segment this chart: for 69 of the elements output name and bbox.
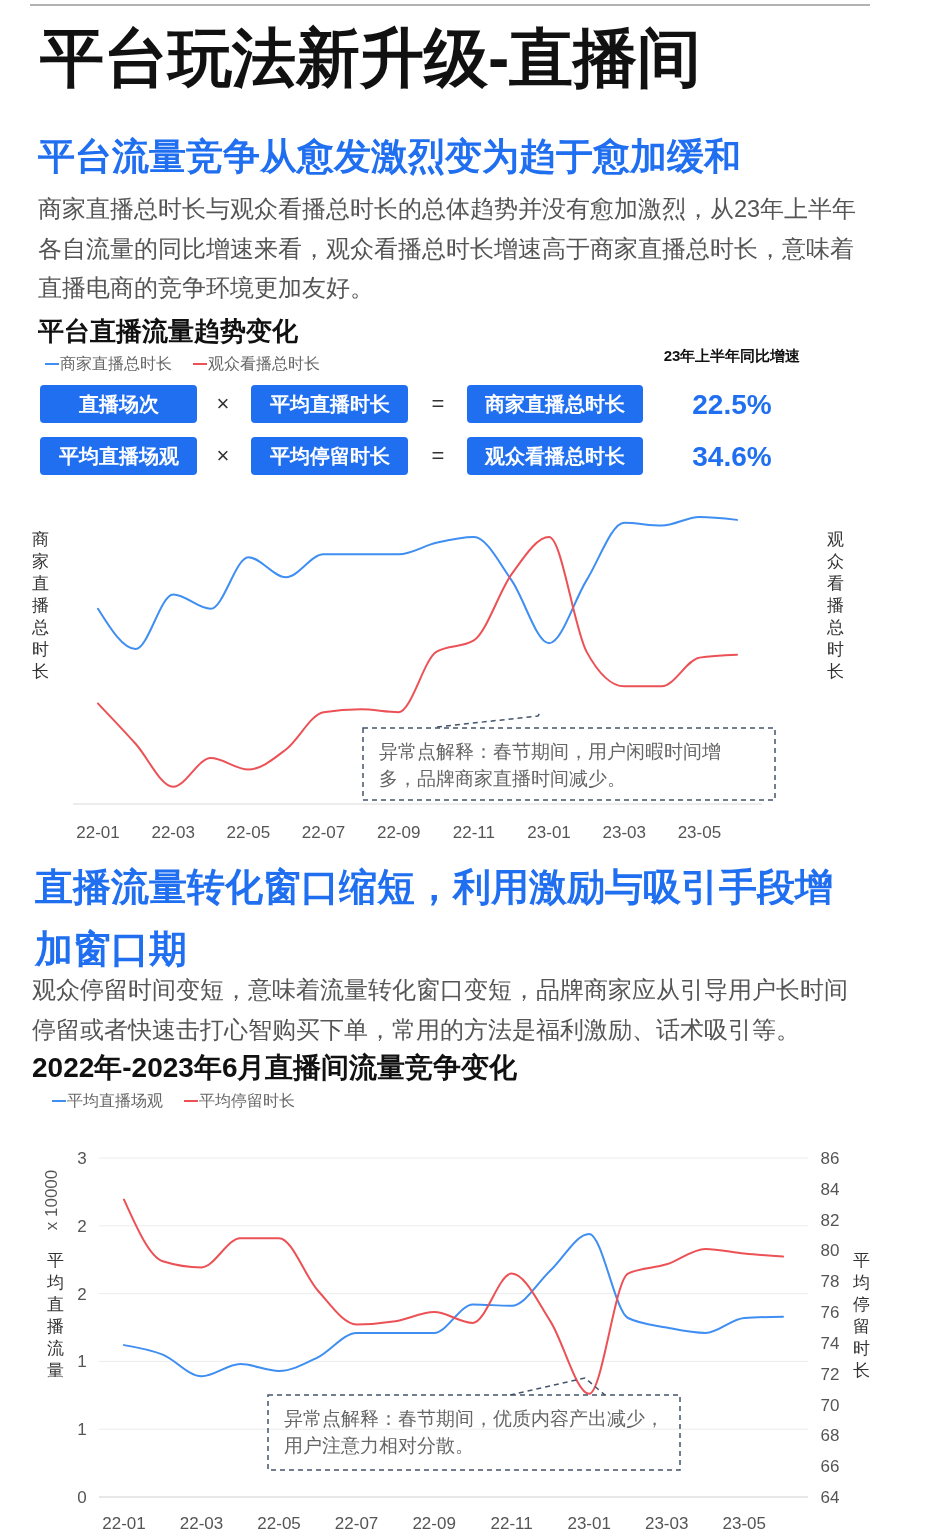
x-tick-label: 23-05 [722, 1514, 766, 1533]
text: 34.6% [692, 441, 772, 472]
text: 商家直播总时长与观众看播总时长的总体趋势并没有愈加激烈，从23年上半年各自流量的同比增速来看，观众看播总时长增速高于商家直播总时长，意味着直播电商的竞争环境更加友好。 [38, 196, 857, 301]
text: 直播场次 [77, 393, 160, 415]
legend-label: 商家直播总时长 [60, 355, 172, 372]
text: = [431, 443, 445, 468]
y2-axis-title: 平均停留时长 [851, 1251, 870, 1380]
text: 平均停留时长 [268, 445, 391, 467]
text: 直播流量转化窗口缩短，利用激励与吸引手段增加窗口期 [34, 866, 833, 970]
y2-tick-label: 82 [820, 1210, 840, 1230]
text: 22.5% [692, 389, 772, 420]
x-tick-label: 22-11 [452, 823, 495, 842]
annotation: 异常点解释：春节期间，用户闲暇时间增多，品牌商家直播时间减少。 [379, 741, 721, 789]
y-tick-label: 1 [77, 1420, 87, 1440]
x-tick-label: 22-01 [76, 823, 120, 842]
line-series [123, 1198, 784, 1395]
line-series [123, 1232, 784, 1378]
x-tick-label: 23-01 [527, 823, 571, 842]
x-tick-label: 23-05 [677, 823, 722, 842]
y2-tick-label: 68 [820, 1426, 840, 1446]
y2-tick-label: 64 [820, 1488, 840, 1507]
annotation: 异常点解释：春节期间，优质内容产出减少，用户注意力相对分散。 [284, 1408, 664, 1456]
x-tick-label: 22-11 [490, 1514, 533, 1533]
text: 商家直播总时长 [484, 393, 626, 415]
x-tick-label: 22-01 [102, 1514, 146, 1533]
legend-label: 平均停留时长 [199, 1092, 295, 1109]
x-tick-label: 23-03 [644, 1514, 689, 1533]
text: = [431, 391, 445, 416]
y-tick-label: 2 [77, 1284, 87, 1304]
x-tick-label: 22-03 [151, 823, 195, 842]
x-tick-label: 22-09 [412, 1514, 456, 1533]
y-tick-label: 1 [77, 1352, 87, 1372]
x-tick-label: 22-05 [257, 1514, 301, 1533]
legend-label: 平均直播场观 [67, 1092, 163, 1109]
y2-tick-label: 78 [820, 1272, 840, 1292]
x-tick-label: 22-07 [301, 823, 346, 842]
chart-title: 平台直播流量趋势变化 [37, 316, 299, 346]
y2-tick-label: 70 [820, 1395, 840, 1415]
y2-tick-label: 74 [820, 1333, 840, 1353]
y2-tick-label: 76 [820, 1303, 840, 1323]
text: 平台流量竞争从愈发激烈变为趋于愈加缓和 [38, 136, 741, 177]
text: × [216, 391, 230, 416]
y2-axis-title: 观众看播总时长 [825, 530, 844, 681]
text: 平均直播场观 [57, 445, 180, 467]
x-tick-label: 22-05 [226, 823, 271, 842]
text: 观众看播总时长 [484, 445, 626, 467]
x-tick-label: 22-09 [376, 823, 421, 842]
y2-tick-label: 86 [820, 1149, 840, 1168]
x-tick-label: 22-07 [334, 1514, 379, 1533]
y2-tick-label: 72 [820, 1364, 840, 1384]
y-tick-label: 2 [77, 1216, 87, 1236]
legend-label: 观众看播总时长 [208, 355, 320, 372]
y-tick-label: 0 [77, 1488, 87, 1507]
x-tick-label: 23-03 [602, 823, 646, 842]
x-tick-label: 22-03 [179, 1514, 224, 1533]
text: 平均直播时长 [268, 393, 391, 415]
y-axis-title: 商家直播总时长 [30, 530, 49, 681]
x-tick-label: 23-01 [567, 1514, 611, 1533]
text: 23年上半年同比增速 [663, 347, 802, 364]
text: 平台玩法新升级-直播间 [39, 22, 702, 94]
text: 观众停留时间变短，意味着流量转化窗口变短，品牌商家应从引导用户长时间停留或者快速击打心智购买下单，常用的方法是福利激励、话术吸引等。 [32, 977, 848, 1043]
y2-tick-label: 80 [820, 1241, 840, 1261]
text: x 10000 [42, 1169, 61, 1231]
chart-title: 2022年-2023年6月直播间流量竞争变化 [32, 1052, 519, 1083]
text: × [216, 443, 230, 468]
y-axis-title: 平均直播流量 [45, 1251, 64, 1380]
y2-tick-label: 66 [820, 1457, 840, 1477]
y-tick-label: 3 [77, 1149, 87, 1168]
y2-tick-label: 84 [820, 1179, 840, 1199]
